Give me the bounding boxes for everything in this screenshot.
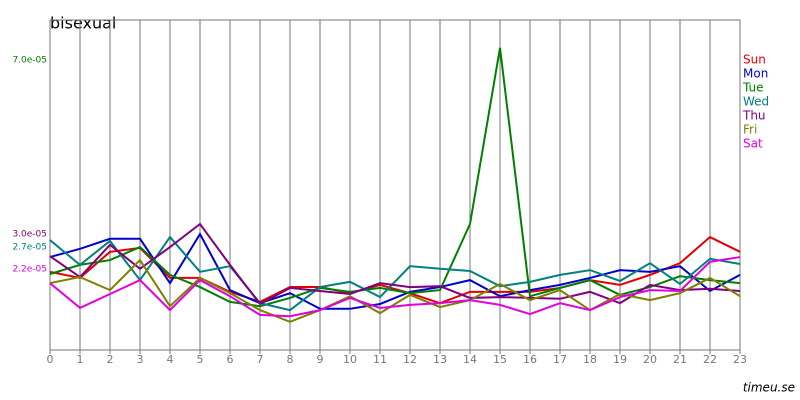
x-tick-label: 16 bbox=[523, 353, 537, 366]
x-tick-label: 9 bbox=[317, 353, 324, 366]
y-tick-label: 3.0e-05 bbox=[12, 229, 47, 239]
legend-label: Wed bbox=[743, 95, 769, 109]
x-tick-label: 7 bbox=[257, 353, 264, 366]
x-tick-label: 3 bbox=[137, 353, 144, 366]
series-line bbox=[49, 222, 741, 306]
x-tick-label: 19 bbox=[613, 353, 627, 366]
x-tick-label: 2 bbox=[107, 353, 114, 366]
x-tick-label: 14 bbox=[463, 353, 477, 366]
chart-title: bisexual bbox=[50, 14, 116, 33]
x-tick-label: 23 bbox=[733, 353, 747, 366]
legend-label: Tue bbox=[742, 81, 764, 95]
series-line bbox=[49, 235, 741, 305]
x-tick-label: 17 bbox=[553, 353, 567, 366]
source: timeu.se bbox=[743, 381, 795, 395]
x-tick-label: 18 bbox=[583, 353, 597, 366]
series-line bbox=[49, 47, 741, 308]
legend-label: Thu bbox=[742, 109, 766, 123]
x-tick-label: 8 bbox=[287, 353, 294, 366]
y-tick-label: 2.2e-05 bbox=[12, 264, 47, 274]
series-line bbox=[49, 256, 741, 318]
x-tick-label: 10 bbox=[343, 353, 357, 366]
legend-label: Mon bbox=[743, 67, 768, 81]
series-line bbox=[49, 231, 741, 310]
legend-label: Sun bbox=[743, 53, 766, 67]
x-tick-label: 20 bbox=[643, 353, 657, 366]
x-tick-label: 6 bbox=[227, 353, 234, 366]
plot-frame bbox=[49, 19, 741, 351]
x-tick-label: 0 bbox=[47, 353, 54, 366]
y-tick-label: 7.0e-05 bbox=[12, 56, 47, 66]
x-tick-label: 4 bbox=[167, 353, 174, 366]
x-tick-label: 11 bbox=[373, 353, 387, 366]
x-tick-label: 13 bbox=[433, 353, 447, 366]
series-line bbox=[49, 235, 741, 312]
y-tick-label: 2.7e-05 bbox=[12, 243, 47, 253]
x-tick-label: 22 bbox=[703, 353, 717, 366]
legend-label: Sat bbox=[743, 137, 763, 151]
x-tick-label: 21 bbox=[673, 353, 687, 366]
x-tick-label: 12 bbox=[403, 353, 417, 366]
x-tick-label: 1 bbox=[77, 353, 84, 366]
legend-label: Fri bbox=[743, 123, 757, 137]
x-tick-label: 5 bbox=[197, 353, 204, 366]
x-tick-label: 15 bbox=[493, 353, 507, 366]
